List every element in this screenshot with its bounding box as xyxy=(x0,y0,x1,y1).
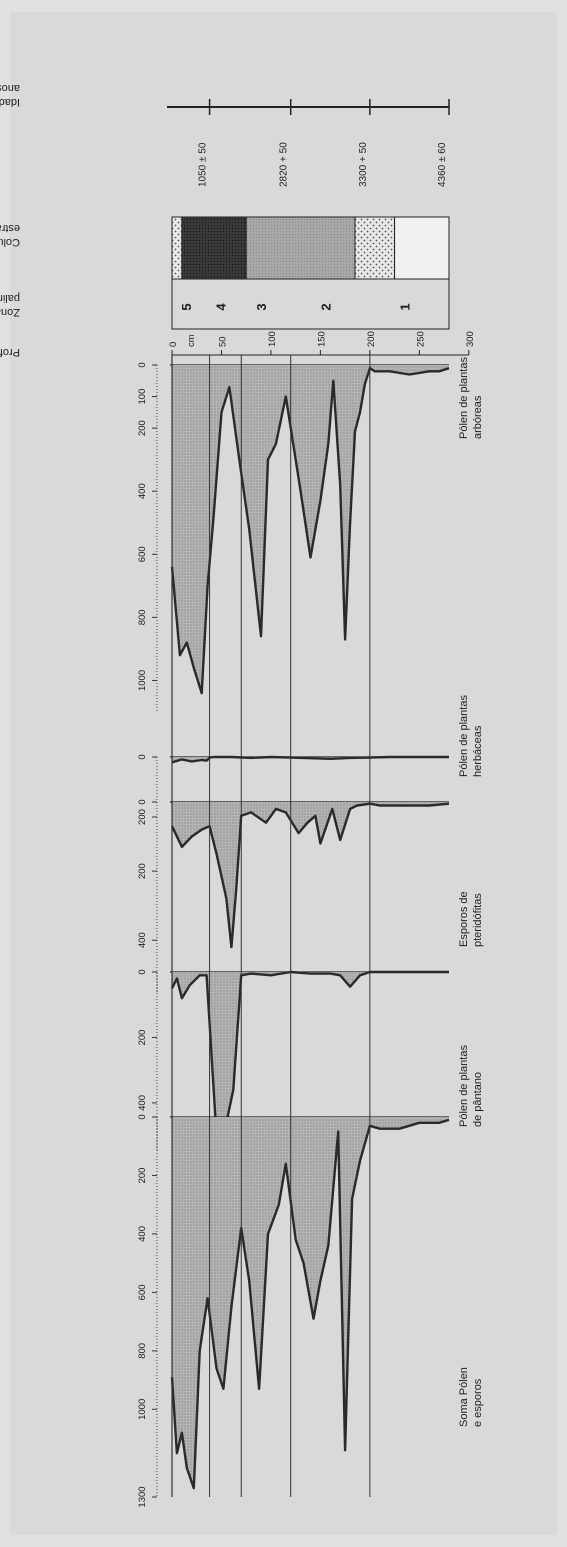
panel-title: Pólen de plantas xyxy=(458,357,470,439)
panel-title: herbáceas xyxy=(472,725,484,777)
age-label: 2820 + 50 xyxy=(279,142,290,187)
depth-tick-label: 300 xyxy=(465,331,476,347)
zones-label-line1: Zonas xyxy=(0,306,20,318)
zone-label: 3 xyxy=(254,303,269,310)
pollen-curve xyxy=(170,802,450,949)
strat-layer-gray xyxy=(245,216,356,280)
panel-title: e esporos xyxy=(472,1378,484,1427)
value-tick-label: 400 xyxy=(137,483,148,499)
panel-title: arbóreas xyxy=(472,395,484,439)
strat-layer-dark xyxy=(181,216,247,280)
depth-unit-label: cm xyxy=(186,334,197,347)
value-tick-label: 200 xyxy=(137,420,148,436)
value-tick-label: 400 xyxy=(137,932,148,948)
panel-title: Pólen de plantas xyxy=(458,1045,470,1127)
rotated-diagram: Idade em anos BP Coluna estratiorafica Z… xyxy=(0,12,557,1535)
value-tick-label: 800 xyxy=(137,1343,148,1359)
chart-panel-3: 0 200 400 Pólen de plantas de pântano xyxy=(137,969,484,1152)
value-tick-label: 200 xyxy=(137,1168,148,1184)
value-tick-label: 0 xyxy=(137,362,148,367)
panel-title: Esporos de xyxy=(458,891,470,947)
age-label-line2: anos BP xyxy=(0,82,20,94)
pollen-curve xyxy=(170,366,450,695)
chart-panel-2: 0 200 400 Esporos de pteridófitas xyxy=(137,799,484,992)
value-tick-label: 600 xyxy=(137,1284,148,1300)
pollen-curve xyxy=(170,970,449,1137)
age-label: 3300 + 50 xyxy=(358,142,369,187)
panel-title: Soma Pólen xyxy=(458,1367,470,1427)
value-tick-label: 1300 xyxy=(137,1486,148,1507)
age-label: 4360 ± 60 xyxy=(437,142,448,187)
stratigraphic-column xyxy=(171,216,450,280)
depth-tick-label: 200 xyxy=(366,331,377,347)
age-label: 1050 ± 50 xyxy=(198,142,209,187)
depth-tick-label: 50 xyxy=(217,336,228,347)
depth-tick-label: 250 xyxy=(415,331,426,347)
strat-layer-light-dotted xyxy=(171,216,183,280)
strat-layer-blank xyxy=(394,216,450,280)
value-tick-label: 200 xyxy=(137,809,148,825)
panel-title: de pântano xyxy=(472,1072,484,1127)
pollen-curve xyxy=(171,755,449,764)
depth-tick-label: 150 xyxy=(316,331,327,347)
zone-label: 5 xyxy=(179,303,194,310)
age-axis: 1050 ± 50 2820 + 50 3300 + 50 4360 ± 60 xyxy=(167,99,450,187)
value-tick-label: 0 xyxy=(137,799,148,804)
depth-label: Profundidade xyxy=(0,346,20,358)
value-tick-label: 200 xyxy=(137,863,148,879)
depth-tick-label: 0 xyxy=(168,342,179,347)
zones-label-line2: palinológicas xyxy=(0,292,20,304)
chart-panel-1: 0 200 Pólen de plantas herbáceas xyxy=(137,695,484,847)
pollen-zones: 5 4 3 2 1 xyxy=(171,278,450,330)
column-label-line2: estratiorafica xyxy=(0,222,20,234)
zone-label: 1 xyxy=(397,303,412,310)
zone-label: 4 xyxy=(213,303,228,311)
value-tick-label: 0 xyxy=(137,969,148,974)
value-tick-label: 1000 xyxy=(137,1399,148,1420)
panel-title: Pólen de plantas xyxy=(458,695,470,777)
zone-label: 2 xyxy=(318,303,333,310)
zones-box xyxy=(171,278,450,330)
value-tick-label: 100 xyxy=(137,389,148,405)
value-tick-label: 200 xyxy=(137,1030,148,1046)
pollen-area xyxy=(172,802,449,948)
value-tick-label: 400 xyxy=(137,1095,148,1111)
pollen-area xyxy=(172,972,449,1136)
value-tick-label: 600 xyxy=(137,546,148,562)
panel-title: pteridófitas xyxy=(472,893,484,947)
value-tick-label: 0 xyxy=(137,1114,148,1119)
value-tick-label: 400 xyxy=(137,1226,148,1242)
depth-tick-label: 100 xyxy=(267,331,278,347)
value-tick-label: 1000 xyxy=(137,670,148,691)
value-tick-label: 0 xyxy=(137,754,148,759)
age-label-line1: Idade em xyxy=(0,96,20,108)
zone-boundary-lines xyxy=(171,355,371,1497)
column-label-line1: Coluna xyxy=(0,236,20,248)
value-tick-label: 800 xyxy=(137,609,148,625)
depth-axis: 0 50 100 150 200 250 300 cm xyxy=(168,331,476,356)
strat-layer-light-dotted xyxy=(354,216,396,280)
header: Idade em anos BP Coluna estratiorafica Z… xyxy=(0,82,20,358)
